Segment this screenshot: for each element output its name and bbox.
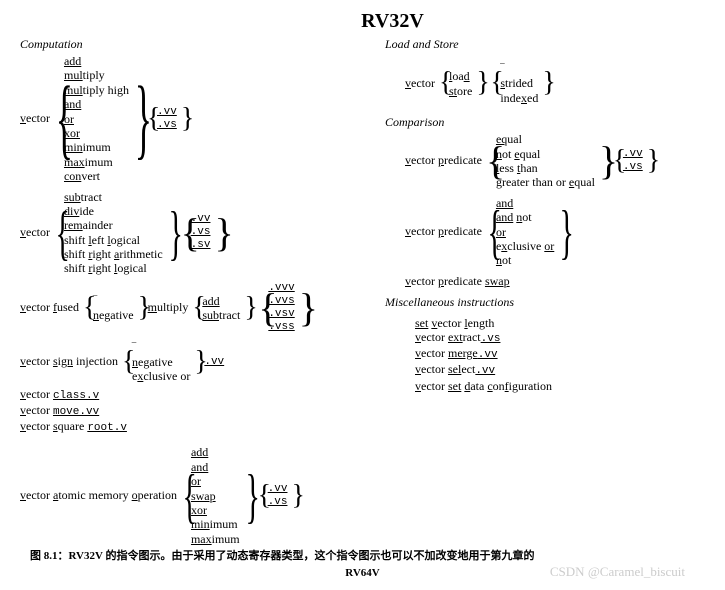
pred-logic-row: vector predicate and and not or exclusiv… — [405, 196, 695, 268]
lbrace-icon — [182, 475, 185, 517]
computation-sub: vector subtract divide remainder shift l… — [20, 190, 380, 276]
right-column: Load and Store vector load store ‾ strid… — [385, 37, 695, 393]
fused-row: vector fused ‾ negative multiply add sub… — [20, 282, 380, 335]
rbrace-icon — [194, 351, 200, 373]
ls-mode: ‾ strided indexed — [500, 62, 538, 105]
pred-swap: vector predicate swap — [405, 274, 695, 289]
lbrace-icon — [122, 351, 128, 373]
lbrace-icon — [439, 72, 445, 94]
amo-row: vector atomic memory operation add and o… — [20, 445, 380, 546]
lbrace-icon — [258, 485, 264, 507]
lbrace-icon — [613, 150, 619, 172]
cmp-row: vector predicate equal not equal less th… — [405, 132, 695, 190]
multiply-label: multiply — [148, 300, 189, 316]
vector-label: vector — [405, 76, 435, 92]
section-misc: Miscellaneous instructions — [385, 295, 695, 310]
rbrace-icon — [138, 297, 144, 319]
rbrace-icon — [476, 72, 482, 94]
rbrace-icon — [299, 292, 305, 324]
left-column: Computation vector add multiply multiply… — [20, 37, 380, 547]
lbrace-icon — [258, 292, 264, 324]
section-load-store: Load and Store — [385, 37, 695, 52]
rbrace-icon — [214, 217, 220, 249]
lbrace-icon — [192, 297, 198, 319]
amo-ops: add and or swap xor minimum maximum — [191, 445, 240, 546]
lbrace-icon — [181, 217, 187, 249]
lbrace-icon — [147, 108, 153, 130]
rbrace-icon — [560, 211, 563, 253]
sign-label: vector sign injection — [20, 354, 118, 370]
lbrace-icon — [490, 72, 496, 94]
sign-inj-row: vector sign injection ‾ negative exclusi… — [20, 341, 380, 384]
ls-ops: load store — [449, 69, 472, 98]
computation-main: vector add multiply multiply high and or… — [20, 54, 380, 184]
comp-op-list: add multiply multiply high and or xor mi… — [64, 54, 129, 184]
load-store-row: vector load store ‾ strided indexed — [405, 62, 695, 105]
pred-ops: and and not or exclusive or not — [496, 196, 554, 268]
fused-ops: add subtract — [202, 294, 240, 323]
rbrace-icon — [647, 150, 653, 172]
rbrace-icon — [168, 212, 171, 254]
rbrace-icon — [135, 92, 137, 146]
section-comparison: Comparison — [385, 115, 695, 130]
misc-ops: set vector length vector extract.vs vect… — [415, 316, 552, 393]
simple-ops: vector class.v vector move.vv vector squ… — [20, 387, 127, 436]
lbrace-icon — [83, 297, 89, 319]
section-computation: Computation — [20, 37, 380, 52]
rbrace-icon — [181, 108, 187, 130]
pred-label: vector predicate — [405, 224, 482, 240]
rbrace-icon — [291, 485, 297, 507]
lbrace-icon — [486, 145, 492, 177]
amo-label: vector atomic memory operation — [20, 488, 177, 504]
fused-label: vector fused — [20, 300, 79, 316]
vector-label: vector — [20, 225, 50, 241]
fused-neg: ‾ negative — [93, 294, 134, 323]
lbrace-icon — [487, 211, 490, 253]
lbrace-icon — [56, 92, 58, 146]
sub-op-list: subtract divide remainder shift left log… — [64, 190, 163, 276]
rbrace-icon — [244, 297, 250, 319]
rbrace-icon — [245, 475, 248, 517]
pred-label: vector predicate — [405, 153, 482, 169]
cmp-ops: equal not equal less than greater than o… — [496, 132, 595, 190]
rbrace-icon — [542, 72, 548, 94]
sign-ops: ‾ negative exclusive or — [132, 341, 190, 384]
page-title: RV32V — [80, 10, 705, 33]
lbrace-icon — [55, 212, 58, 254]
vector-label: vector — [20, 111, 50, 127]
rbrace-icon — [599, 145, 605, 177]
